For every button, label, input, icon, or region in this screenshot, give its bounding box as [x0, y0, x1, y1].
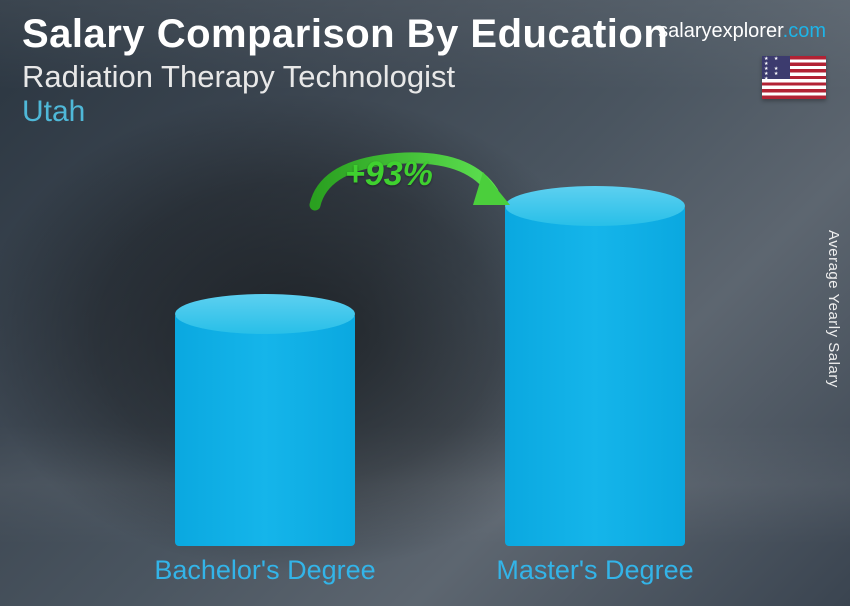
brand-tld: .com — [783, 20, 826, 42]
bar-front-face — [505, 206, 685, 546]
category-label-bachelors: Bachelor's Degree — [130, 555, 400, 586]
flag-stars: ★ ★ ★ ★ ★★ ★ ★ ★ ★ — [762, 56, 790, 79]
brand-watermark: salaryexplorer.com — [658, 20, 826, 43]
category-label-masters: Master's Degree — [460, 555, 730, 586]
country-flag-icon: ★ ★ ★ ★ ★★ ★ ★ ★ ★ — [762, 56, 826, 99]
bar-cylinder — [505, 206, 685, 546]
region-label: Utah — [22, 95, 828, 129]
bar-top-ellipse — [175, 294, 355, 334]
bar-bachelors: 61,600 USD — [175, 314, 355, 546]
bar-front-face — [175, 314, 355, 546]
percent-increase-badge: +93% — [345, 155, 433, 194]
bar-masters: 119,000 USD — [505, 206, 685, 546]
bar-cylinder — [175, 314, 355, 546]
brand-name: salaryexplorer — [658, 20, 783, 42]
bar-top-ellipse — [505, 186, 685, 226]
job-title: Radiation Therapy Technologist — [22, 59, 828, 95]
